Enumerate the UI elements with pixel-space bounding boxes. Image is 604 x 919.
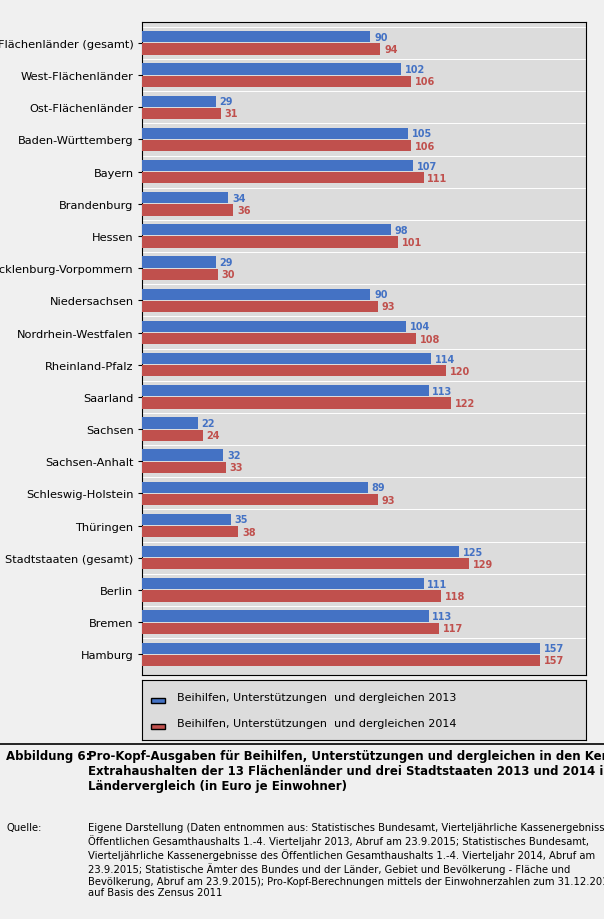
Text: 34: 34 bbox=[232, 194, 245, 203]
Text: 106: 106 bbox=[414, 77, 435, 87]
Text: 108: 108 bbox=[420, 335, 440, 345]
Text: 104: 104 bbox=[410, 322, 430, 332]
Text: 107: 107 bbox=[417, 162, 437, 171]
Bar bbox=[142, 237, 398, 248]
Text: 22: 22 bbox=[202, 418, 215, 428]
Text: 113: 113 bbox=[432, 386, 452, 396]
Bar bbox=[142, 257, 216, 268]
Text: 89: 89 bbox=[371, 482, 385, 493]
Text: 90: 90 bbox=[374, 33, 388, 43]
Text: 94: 94 bbox=[384, 45, 397, 55]
Bar bbox=[142, 161, 413, 172]
Bar bbox=[142, 418, 198, 429]
Text: 32: 32 bbox=[227, 450, 240, 460]
Text: 93: 93 bbox=[382, 302, 395, 312]
Text: Eigene Darstellung (Daten entnommen aus: Statistisches Bundesamt, Vierteljährlic: Eigene Darstellung (Daten entnommen aus:… bbox=[88, 823, 604, 897]
Text: 38: 38 bbox=[242, 528, 255, 537]
Bar bbox=[142, 579, 423, 590]
Text: Abbildung 6:: Abbildung 6: bbox=[6, 749, 91, 762]
Bar bbox=[142, 334, 416, 345]
Text: 102: 102 bbox=[405, 65, 425, 74]
Bar bbox=[142, 482, 368, 494]
Bar bbox=[142, 76, 411, 87]
Bar bbox=[142, 366, 446, 377]
Bar bbox=[142, 193, 228, 204]
Text: 157: 157 bbox=[544, 643, 564, 653]
Text: 98: 98 bbox=[394, 226, 408, 235]
Bar bbox=[142, 173, 423, 184]
Text: 157: 157 bbox=[544, 655, 564, 665]
Bar bbox=[142, 462, 226, 473]
Bar bbox=[142, 96, 216, 108]
Text: 111: 111 bbox=[428, 174, 448, 184]
Bar bbox=[142, 289, 370, 301]
Bar bbox=[142, 64, 400, 75]
Text: 29: 29 bbox=[219, 97, 233, 107]
Bar bbox=[142, 515, 231, 526]
Text: 114: 114 bbox=[435, 354, 455, 364]
Text: 111: 111 bbox=[428, 579, 448, 589]
Bar bbox=[142, 269, 218, 280]
Text: 33: 33 bbox=[230, 463, 243, 472]
Text: 101: 101 bbox=[402, 238, 422, 248]
Bar bbox=[142, 398, 451, 409]
Bar bbox=[142, 301, 378, 312]
Text: 106: 106 bbox=[414, 142, 435, 152]
Text: Beihilfen, Unterstützungen  und dergleichen 2013: Beihilfen, Unterstützungen und dergleich… bbox=[178, 692, 457, 702]
Text: 30: 30 bbox=[222, 270, 236, 280]
Text: 93: 93 bbox=[382, 495, 395, 505]
Text: 90: 90 bbox=[374, 289, 388, 300]
FancyBboxPatch shape bbox=[151, 724, 165, 729]
Text: 125: 125 bbox=[463, 547, 483, 557]
Bar bbox=[142, 386, 429, 397]
Bar bbox=[142, 430, 203, 441]
Bar bbox=[142, 655, 540, 666]
Text: Quelle:: Quelle: bbox=[6, 823, 42, 833]
Text: 129: 129 bbox=[473, 560, 493, 569]
Bar bbox=[142, 129, 408, 140]
Bar bbox=[142, 141, 411, 152]
Text: Beihilfen, Unterstützungen  und dergleichen 2014: Beihilfen, Unterstützungen und dergleich… bbox=[178, 718, 457, 728]
Bar bbox=[142, 322, 406, 333]
Bar bbox=[142, 354, 431, 365]
Bar bbox=[142, 527, 239, 538]
Text: 105: 105 bbox=[412, 130, 432, 139]
Text: 120: 120 bbox=[450, 367, 471, 377]
Text: 29: 29 bbox=[219, 257, 233, 267]
Bar bbox=[142, 643, 540, 654]
Bar bbox=[142, 225, 391, 236]
Bar bbox=[142, 591, 442, 602]
Bar bbox=[142, 559, 469, 570]
Text: 31: 31 bbox=[225, 109, 238, 119]
Bar bbox=[142, 205, 233, 216]
Text: 35: 35 bbox=[234, 515, 248, 525]
Bar bbox=[142, 611, 429, 622]
Bar bbox=[142, 108, 220, 119]
Text: 118: 118 bbox=[445, 592, 466, 601]
Text: Pro-Kopf-Ausgaben für Beihilfen, Unterstützungen und dergleichen in den Kern- un: Pro-Kopf-Ausgaben für Beihilfen, Unterst… bbox=[88, 749, 604, 792]
Text: 24: 24 bbox=[207, 431, 220, 441]
Text: 122: 122 bbox=[455, 399, 475, 409]
Text: 113: 113 bbox=[432, 611, 452, 621]
Bar bbox=[142, 450, 223, 461]
Text: 117: 117 bbox=[443, 624, 463, 633]
Text: 36: 36 bbox=[237, 206, 251, 216]
Bar bbox=[142, 547, 459, 558]
Bar bbox=[142, 623, 439, 634]
Bar bbox=[142, 44, 381, 55]
FancyBboxPatch shape bbox=[151, 698, 165, 703]
Bar bbox=[142, 494, 378, 505]
Bar bbox=[142, 32, 370, 43]
